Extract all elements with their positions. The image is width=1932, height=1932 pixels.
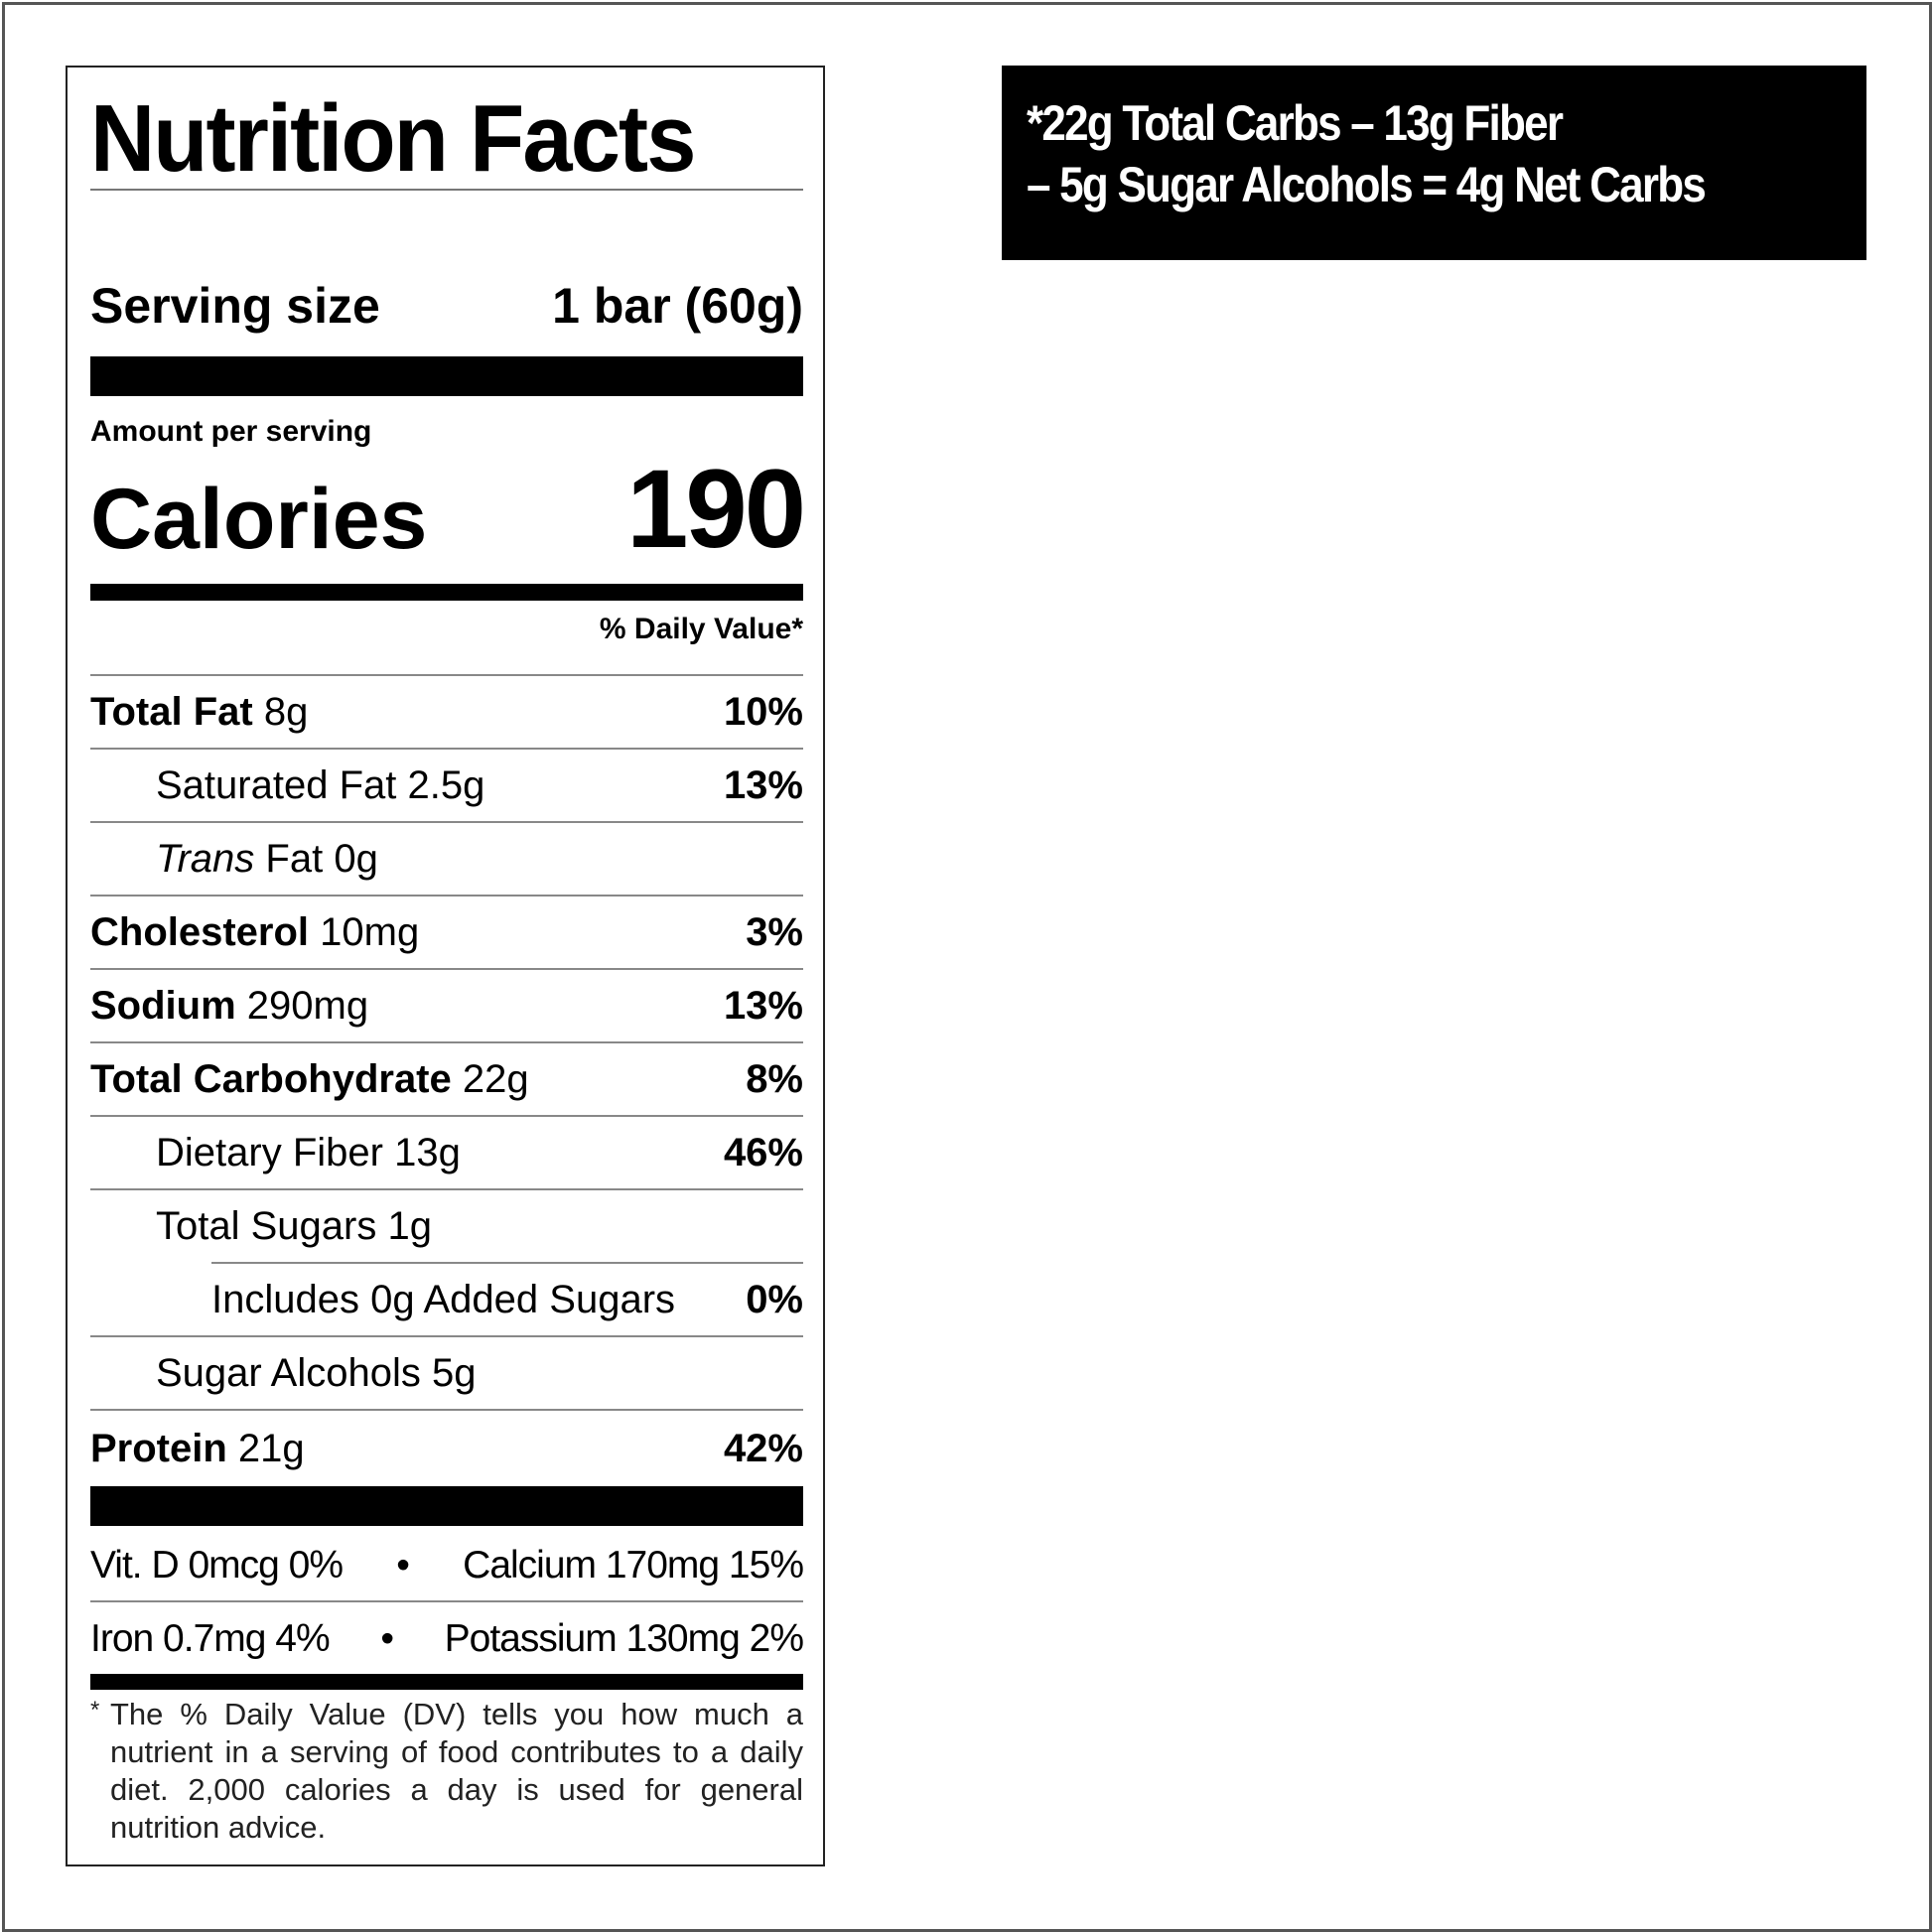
vitamin-left: Iron 0.7mg 4%: [90, 1616, 331, 1660]
nutrient-row: Cholesterol 10mg 3%: [90, 895, 803, 968]
nutrient-name: Total Fat: [90, 689, 253, 734]
nutrient-name: Sodium: [90, 983, 236, 1028]
nutrient-label: Includes 0g Added Sugars: [211, 1278, 675, 1322]
nutrient-row: Total Carbohydrate 22g 8%: [90, 1041, 803, 1115]
nutrient-amount: 5g: [431, 1350, 477, 1395]
nutrient-amount: 21g: [237, 1426, 305, 1470]
callout-line-2: – 5g Sugar Alcohols = 4g Net Carbs: [1027, 157, 1707, 212]
bullet: •: [380, 1616, 394, 1660]
medium-divider: [90, 1674, 803, 1690]
footnote-mark: *: [90, 1697, 100, 1724]
nutrient-amount: 10mg: [320, 909, 420, 954]
nutrient-daily-value: 0%: [746, 1277, 803, 1321]
nutrient-row: Sugar Alcohols 5g: [90, 1335, 803, 1409]
nutrient-label: Sugar Alcohols 5g: [90, 1351, 476, 1396]
nutrient-name: Cholesterol: [90, 909, 310, 954]
callout-line-1: *22g Total Carbs – 13g Fiber: [1027, 95, 1564, 151]
nutrient-name: Total Sugars: [156, 1203, 377, 1248]
nutrient-label: Total Sugars 1g: [90, 1204, 432, 1249]
nutrient-amount: 290mg: [246, 983, 369, 1028]
calories-label: Calories: [90, 472, 428, 567]
thick-divider: [90, 1486, 803, 1526]
footnote-text: The % Daily Value (DV) tells you how muc…: [110, 1697, 803, 1845]
nutrient-label: Saturated Fat 2.5g: [90, 763, 484, 808]
nutrient-name: Sugar Alcohols: [156, 1350, 421, 1395]
nutrient-row: Total Fat 8g 10%: [90, 674, 803, 748]
nutrient-daily-value: 42%: [723, 1426, 803, 1470]
daily-value-header: % Daily Value*: [599, 613, 803, 645]
serving-size-label: Serving size: [90, 278, 380, 334]
vitamin-left: Vit. D 0mcg 0%: [90, 1543, 344, 1587]
nutrient-label: Cholesterol 10mg: [90, 910, 419, 955]
divider: [90, 189, 803, 191]
nutrient-label: Total Fat 8g: [90, 690, 308, 735]
nutrient-amount: 13g: [394, 1130, 461, 1174]
nutrient-row: Includes 0g Added Sugars 0%: [211, 1262, 803, 1335]
nutrient-amount: 2.5g: [407, 762, 485, 807]
calories-row: Calories 190: [90, 447, 806, 571]
label-title: Nutrition Facts: [90, 85, 696, 192]
nutrient-amount: 22g: [462, 1056, 529, 1101]
nutrient-daily-value: 13%: [723, 762, 803, 807]
bullet: •: [396, 1543, 410, 1587]
divider: [90, 1600, 803, 1602]
nutrient-name: Includes 0g Added Sugars: [211, 1277, 676, 1321]
nutrient-daily-value: 10%: [723, 689, 803, 734]
nutrient-row: Saturated Fat 2.5g 13%: [90, 748, 803, 821]
calories-value: 190: [626, 447, 806, 571]
nutrient-row: Total Sugars 1g: [90, 1188, 803, 1262]
nutrient-row: Protein 21g 42%: [90, 1409, 803, 1486]
nutrient-label: Protein 21g: [90, 1427, 305, 1471]
vitamin-right: Calcium 170mg 15%: [463, 1543, 804, 1587]
nutrient-label: Trans Fat 0g: [90, 837, 378, 882]
nutrition-facts-label: Nutrition Facts Serving size 1 bar (60g)…: [66, 66, 825, 1866]
serving-size: Serving size 1 bar (60g): [90, 276, 803, 336]
vitamin-row: Vit. D 0mcg 0% • Calcium 170mg 15%: [90, 1543, 804, 1587]
amount-per-serving: Amount per serving: [90, 415, 372, 448]
nutrient-label: Dietary Fiber 13g: [90, 1131, 461, 1175]
serving-size-value: 1 bar (60g): [552, 278, 803, 334]
nutrient-row: Trans Fat 0g: [90, 821, 803, 895]
nutrient-amount: 1g: [387, 1203, 432, 1248]
nutrient-amount: 0g: [334, 836, 378, 881]
thick-divider: [90, 356, 803, 396]
footnote: * The % Daily Value (DV) tells you how m…: [90, 1696, 803, 1847]
medium-divider: [90, 584, 803, 601]
nutrient-row: Dietary Fiber 13g 46%: [90, 1115, 803, 1188]
vitamin-row: Iron 0.7mg 4% • Potassium 130mg 2%: [90, 1617, 804, 1660]
net-carbs-callout: *22g Total Carbs – 13g Fiber – 5g Sugar …: [1002, 66, 1866, 260]
nutrient-row: Sodium 290mg 13%: [90, 968, 803, 1041]
nutrient-amount: 8g: [263, 689, 309, 734]
nutrient-name-suffix: Fat: [265, 836, 324, 881]
nutrient-daily-value: 46%: [723, 1130, 803, 1174]
nutrient-name: Trans: [156, 836, 255, 881]
nutrient-name: Protein: [90, 1426, 227, 1470]
nutrient-name: Total Carbohydrate: [90, 1056, 452, 1101]
nutrient-label: Total Carbohydrate 22g: [90, 1057, 529, 1102]
nutrient-daily-value: 3%: [746, 909, 803, 954]
nutrient-name: Dietary Fiber: [156, 1130, 383, 1174]
nutrient-daily-value: 8%: [746, 1056, 803, 1101]
nutrient-label: Sodium 290mg: [90, 984, 368, 1029]
vitamin-right: Potassium 130mg 2%: [444, 1616, 804, 1660]
nutrient-daily-value: 13%: [723, 983, 803, 1028]
nutrient-name: Saturated Fat: [156, 762, 397, 807]
